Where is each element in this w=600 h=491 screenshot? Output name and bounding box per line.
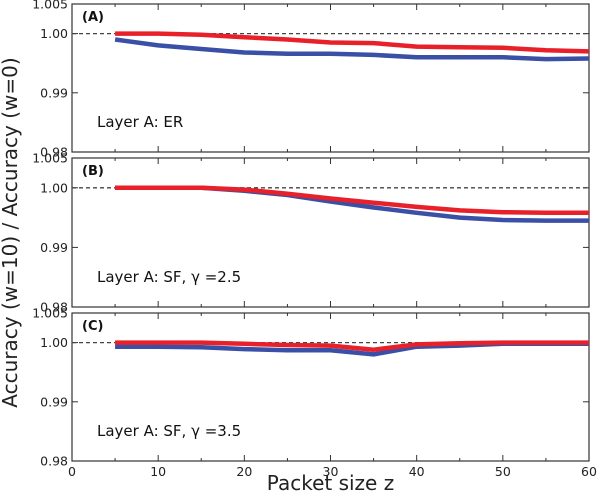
y-tick-label: 1.005 [32,306,68,321]
panel-letter: (A) [82,10,104,25]
x-tick-label: 40 [409,464,425,479]
panel-annotation: Layer A: SF, γ =3.5 [97,422,241,440]
y-tick-label: 0.98 [40,454,68,469]
x-tick-label: 0 [68,464,76,479]
y-tick-label: 1.00 [40,26,68,41]
series-line-red [115,31,590,54]
x-tick-label: 60 [581,464,597,479]
panel-annotation: Layer A: ER [97,113,183,131]
y-tick-label: 0.99 [40,240,68,255]
panel-3: 1.005 1.00 0.99 0.98 (C) Layer A: SF, γ =3.5 [32,306,590,469]
y-tick-label: 0.98 [40,300,68,315]
y-tick-label: 1.005 [32,0,68,12]
panel-letter: (C) [82,319,103,334]
x-axis-title: Packet size z [267,471,394,491]
series-line-blue [114,37,590,62]
x-tick-label: 20 [236,464,252,479]
x-tick-label: 50 [495,464,511,479]
y-tick-label: 0.99 [40,85,68,100]
y-tick-label: 0.99 [40,394,68,409]
y-tick-label: 1.00 [40,335,68,350]
y-axis-title: Accuracy (w=10) / Accuracy (w=0) [0,57,22,407]
panel-2: 1.005 1.00 0.99 0.98 (B) Layer A: SF, γ =2.5 [32,151,590,315]
series-line-blue [115,185,589,223]
panel-1: 1.005 1.00 0.99 0.98 (A) Layer A: ER [32,0,590,160]
panel-letter: (B) [82,164,104,179]
series-line-red [115,340,589,352]
y-tick-label: 0.98 [40,145,68,160]
x-tick-label: 10 [150,464,166,479]
y-tick-label: 1.005 [32,151,68,166]
series-line-red [115,185,589,216]
y-tick-label: 1.00 [40,180,68,195]
panel-annotation: Layer A: SF, γ =2.5 [97,268,241,286]
x-tick-label: 30 [323,464,339,479]
